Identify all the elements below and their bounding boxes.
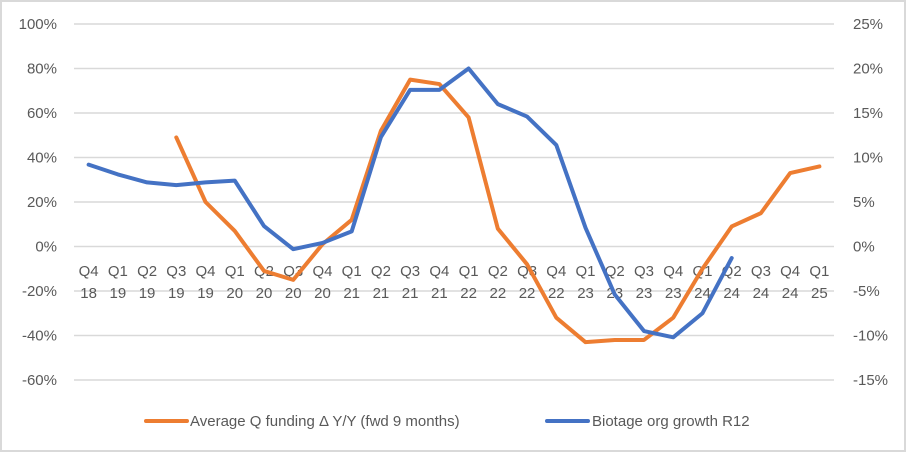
category-label-year: 24	[694, 285, 711, 302]
category-label-quarter: Q2	[371, 263, 391, 280]
category-label-year: 21	[373, 285, 390, 302]
category-label-quarter: Q1	[459, 263, 479, 280]
category-label-year: 19	[110, 285, 127, 302]
category-label-year: 20	[285, 285, 302, 302]
category-label-quarter: Q1	[809, 263, 829, 280]
category-label-year: 21	[402, 285, 419, 302]
legend: Average Q funding Δ Y/Y (fwd 9 months) B…	[144, 413, 750, 430]
left-axis-tick-label: -20%	[22, 283, 57, 300]
series-line-funding	[174, 77, 822, 345]
category-label-year: 21	[343, 285, 360, 302]
category-label-quarter: Q2	[488, 263, 508, 280]
category-label-quarter: Q3	[400, 263, 420, 280]
category-label-year: 24	[782, 285, 799, 302]
category-label-year: 24	[753, 285, 770, 302]
right-axis-tick-label: -10%	[853, 328, 888, 345]
right-axis-ticks: 25% 20% 15% 10% 5% 0% -5% -10% -15%	[853, 16, 888, 389]
legend-label-biotage: Biotage org growth R12	[592, 413, 750, 430]
category-label-year: 22	[460, 285, 477, 302]
right-axis-tick-label: 5%	[853, 194, 875, 211]
category-label-year: 19	[197, 285, 214, 302]
category-label-quarter: Q4	[196, 263, 216, 280]
category-label-year: 24	[723, 285, 740, 302]
category-label-year: 22	[519, 285, 536, 302]
category-label-quarter: Q2	[137, 263, 157, 280]
right-axis-tick-label: -5%	[853, 283, 880, 300]
right-axis-tick-label: 0%	[853, 239, 875, 256]
category-label-quarter: Q4	[546, 263, 566, 280]
left-axis-tick-label: 20%	[27, 194, 57, 211]
series-lines	[86, 66, 822, 345]
left-axis-ticks: 100% 80% 60% 40% 20% 0% -20% -40% -60%	[19, 16, 57, 389]
category-label-year: 23	[665, 285, 682, 302]
left-axis-tick-label: 80%	[27, 61, 57, 78]
right-axis-tick-label: -15%	[853, 372, 888, 389]
right-axis-tick-label: 20%	[853, 61, 883, 78]
category-label-year: 22	[490, 285, 507, 302]
category-label-quarter: Q1	[225, 263, 245, 280]
left-axis-tick-label: 60%	[27, 105, 57, 122]
category-label-quarter: Q1	[576, 263, 596, 280]
right-axis-tick-label: 10%	[853, 150, 883, 167]
gridlines	[74, 23, 834, 381]
category-label-year: 18	[80, 285, 97, 302]
category-label-year: 21	[431, 285, 448, 302]
right-axis-tick-label: 15%	[853, 105, 883, 122]
category-label-year: 19	[139, 285, 156, 302]
category-label-quarter: Q1	[108, 263, 128, 280]
category-label-year: 20	[226, 285, 243, 302]
right-axis-tick-label: 25%	[853, 16, 883, 33]
left-axis-tick-label: 0%	[35, 239, 57, 256]
category-label-year: 22	[548, 285, 565, 302]
category-label-year: 20	[256, 285, 273, 302]
category-label-quarter: Q4	[663, 263, 683, 280]
left-axis-tick-label: -40%	[22, 328, 57, 345]
left-axis-tick-label: 100%	[19, 16, 57, 33]
category-label-quarter: Q4	[780, 263, 800, 280]
category-label-year: 23	[636, 285, 653, 302]
category-label-year: 19	[168, 285, 185, 302]
category-label-quarter: Q3	[751, 263, 771, 280]
category-label-quarter: Q1	[342, 263, 362, 280]
category-label-year: 25	[811, 285, 828, 302]
category-label-quarter: Q3	[166, 263, 186, 280]
category-label-quarter: Q4	[429, 263, 449, 280]
category-label-year: 23	[577, 285, 594, 302]
legend-label-funding: Average Q funding Δ Y/Y (fwd 9 months)	[190, 413, 460, 430]
category-label-quarter: Q4	[79, 263, 99, 280]
left-axis-tick-label: -60%	[22, 372, 57, 389]
category-label-quarter: Q3	[634, 263, 654, 280]
left-axis-tick-label: 40%	[27, 150, 57, 167]
category-label-quarter: Q4	[312, 263, 332, 280]
category-label-year: 20	[314, 285, 331, 302]
category-label-quarter: Q2	[605, 263, 625, 280]
